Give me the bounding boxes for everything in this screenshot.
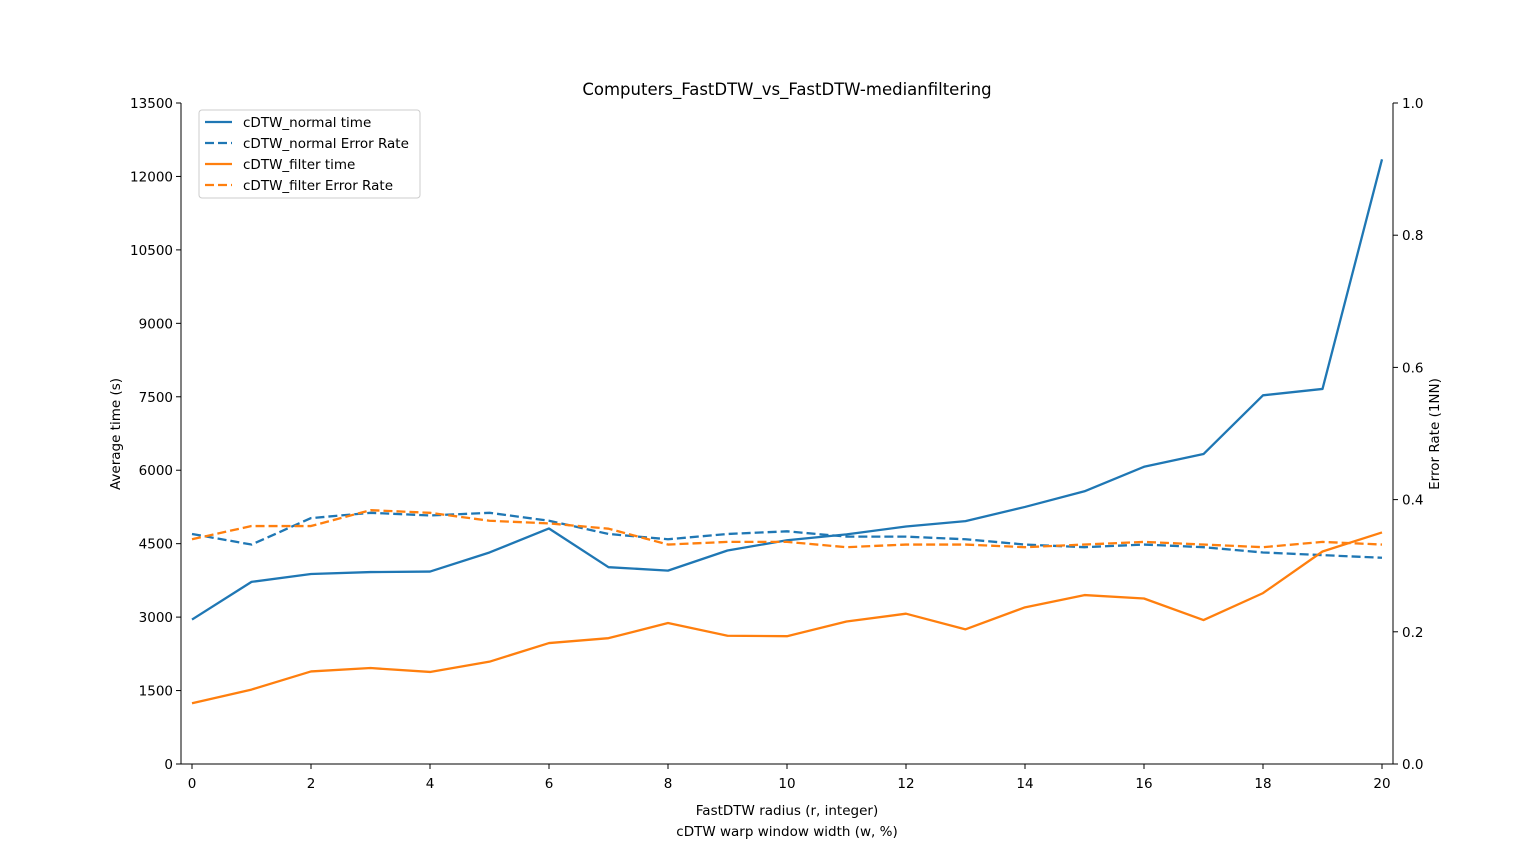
y-right-tick-label: 0.4 [1402,493,1423,509]
y-right-tick-label: 0.2 [1402,625,1423,641]
legend-box [198,109,421,199]
x-tick-label: 20 [1373,776,1390,792]
y-right-tick-label: 1.0 [1402,96,1423,112]
chart-title: Computers_FastDTW_vs_FastDTW-medianfilte… [582,80,991,100]
x-tick-label: 0 [188,776,197,792]
legend-label-3: cDTW_filter time [243,157,355,173]
x-tick-label: 4 [426,776,435,792]
series-layer [191,159,1384,705]
axes: 0 2 4 6 8 10 12 14 16 18 20 0 1500 3000 4500 6000 7500 90… [130,96,1423,792]
legend-label-2: cDTW_normal Error Rate [243,136,409,152]
y-left-tick-label: 13500 [130,96,173,112]
y-left-tick-label: 1500 [139,684,173,700]
legend-label-1: cDTW_normal time [243,115,371,131]
y-left-tick-label: 0 [164,757,173,773]
series-line-3 [191,531,1383,705]
x-tick-label: 16 [1135,776,1152,792]
x-axis-label-window: cDTW warp window width (w, %) [676,824,897,840]
x-tick-label: 10 [778,776,795,792]
y-right-tick-label: 0.8 [1402,228,1423,244]
series-line-1 [191,159,1384,621]
series-line-4 [191,509,1383,549]
y-left-tick-label: 3000 [139,610,173,626]
legend-label-4: cDTW_filter Error Rate [243,178,393,194]
series-line-2 [191,511,1383,559]
x-tick-label: 8 [664,776,673,792]
x-tick-label: 12 [897,776,914,792]
x-tick-label: 2 [307,776,316,792]
x-tick-label: 14 [1016,776,1033,792]
y-axis-left-label: Average time (s) [108,378,124,490]
y-right-tick-label: 0.0 [1402,757,1423,773]
y-left-tick-label: 9000 [139,316,173,332]
y-left-tick-label: 4500 [139,537,173,553]
x-tick-label: 18 [1254,776,1271,792]
y-left-tick-label: 6000 [139,463,173,479]
x-tick-label: 6 [545,776,554,792]
y-left-tick-label: 10500 [130,243,173,259]
legend: cDTW_normal time cDTW_normal Error Rate cD… [198,109,421,199]
x-axis-label-radius: FastDTW radius (r, integer) [696,803,878,819]
y-left-tick-label: 7500 [139,390,173,406]
y-left-tick-label: 12000 [130,169,173,185]
y-axis-right-label: Error Rate (1NN) [1427,378,1443,490]
y-right-tick-label: 0.6 [1402,360,1423,376]
